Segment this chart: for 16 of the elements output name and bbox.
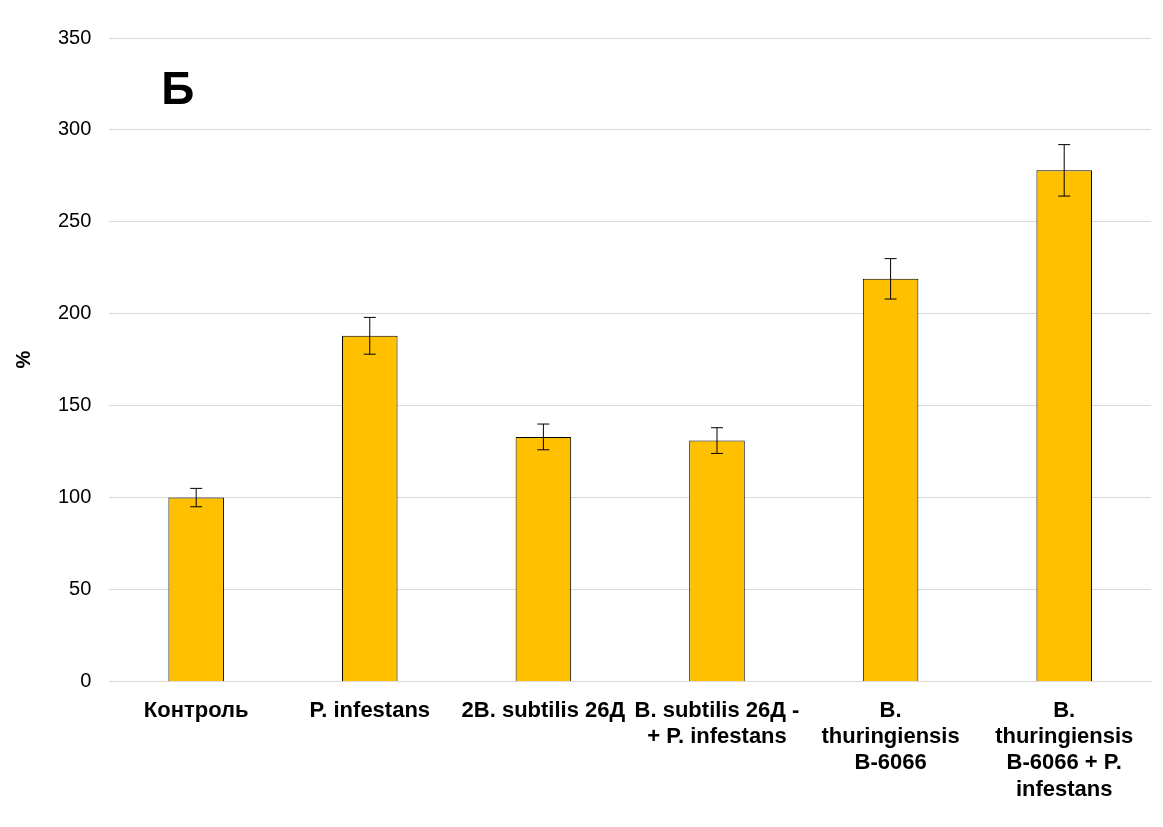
x-tick-label: 2B. subtilis 26Д [461, 696, 626, 722]
y-tick-label: 300 [57, 117, 92, 140]
y-tick-label: 350 [57, 25, 92, 48]
y-axis-title: % [11, 350, 34, 369]
x-tick-label: Контроль [143, 696, 249, 722]
y-tick-label: 100 [57, 485, 92, 508]
y-tick-label: 150 [57, 393, 92, 416]
y-tick-label: 200 [57, 301, 92, 324]
x-tick-label: B. thuringiensis B-6066 [821, 696, 960, 775]
y-tick-label: 0 [80, 668, 92, 691]
y-tick-label: 50 [69, 577, 92, 599]
y-tick-label: 250 [57, 209, 92, 232]
x-tick-label: B. subtilis 26Д - + P. infestans [634, 696, 800, 749]
x-tick-label: P. infestans [309, 696, 431, 722]
annotation: Б [161, 61, 195, 114]
x-tick-label: B. thuringiensis B-6066 + P. infestans [995, 696, 1134, 801]
